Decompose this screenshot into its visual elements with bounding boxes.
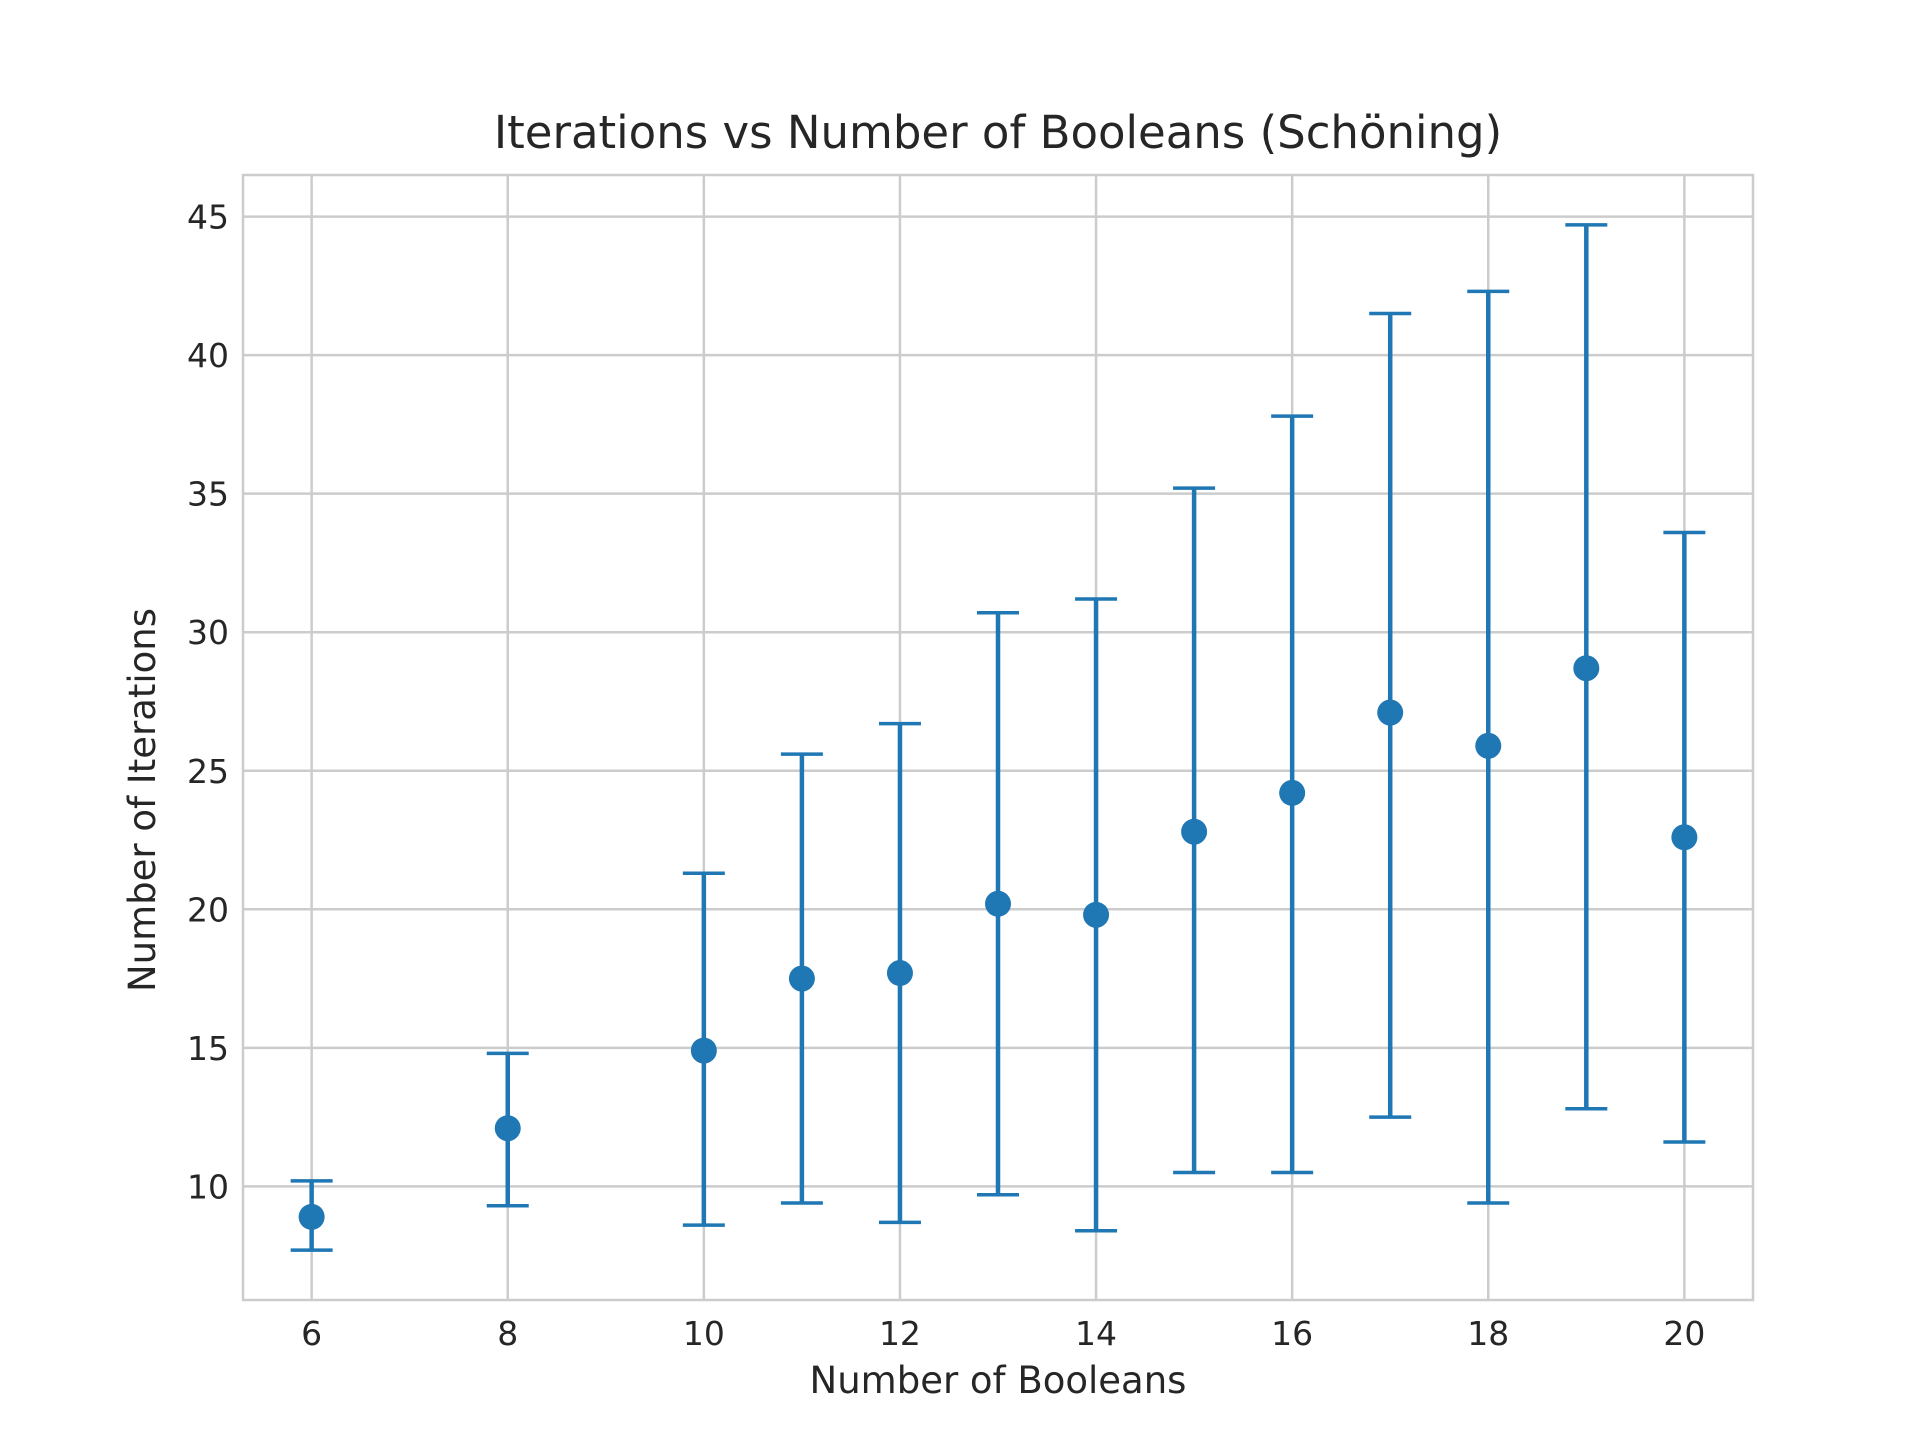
x-tick-label: 18 <box>1467 1314 1509 1353</box>
y-tick-label: 35 <box>187 475 229 514</box>
errorbar-point <box>1173 486 1216 1175</box>
errorbar-point <box>1663 530 1706 1144</box>
y-tick-label: 25 <box>187 752 229 791</box>
data-point-marker <box>1083 901 1110 928</box>
errorbar-point <box>977 611 1019 1197</box>
data-point-marker <box>1377 699 1404 726</box>
x-tick-label: 10 <box>683 1314 725 1353</box>
data-point-marker <box>494 1115 521 1142</box>
errorbar-point <box>486 1051 529 1208</box>
errorbar-point <box>1467 289 1510 1205</box>
y-tick-label: 10 <box>187 1167 229 1206</box>
errorbar-point <box>878 721 921 1225</box>
data-point-marker <box>298 1203 325 1230</box>
data-point-marker <box>886 960 913 987</box>
y-tick-label: 45 <box>187 198 229 237</box>
errorbar-point <box>682 871 725 1227</box>
errorbar-point <box>1565 223 1608 1111</box>
plot-area-frame <box>241 173 1755 1302</box>
data-point-marker <box>690 1037 717 1064</box>
x-tick-label: 14 <box>1075 1314 1117 1353</box>
chart-title: Iterations vs Number of Booleans (Schöni… <box>494 106 1502 159</box>
errorbar-point <box>780 752 823 1205</box>
x-tick-label: 12 <box>879 1314 921 1353</box>
y-tick-label: 40 <box>187 336 229 375</box>
data-point-marker <box>1573 655 1600 682</box>
y-axis-label: Number of Iterations <box>121 608 164 992</box>
x-axis-label: Number of Booleans <box>810 1359 1187 1402</box>
x-tick-label: 16 <box>1271 1314 1313 1353</box>
x-tick-label: 8 <box>497 1314 518 1353</box>
x-tick-label: 6 <box>301 1314 322 1353</box>
errorbar-point <box>1271 414 1314 1175</box>
data-point-marker <box>1671 824 1698 851</box>
tick-labels: 6 8 10 12 14 16 18 20 10 15 20 25 30 35 40 45 <box>187 198 1705 1353</box>
data-point-marker <box>1181 818 1208 845</box>
data-point-marker <box>985 890 1011 917</box>
data-point-marker <box>1475 732 1502 759</box>
y-tick-label: 20 <box>187 890 229 929</box>
errorbar-point <box>1369 311 1412 1119</box>
y-tick-label: 30 <box>187 613 229 652</box>
y-tick-label: 15 <box>187 1029 229 1068</box>
errorbar-point <box>1075 597 1118 1233</box>
x-tick-label: 20 <box>1663 1314 1705 1353</box>
data-point-marker <box>1279 779 1306 806</box>
data-series <box>290 223 1706 1252</box>
errorbar-point <box>290 1179 333 1252</box>
data-point-marker <box>788 965 815 992</box>
